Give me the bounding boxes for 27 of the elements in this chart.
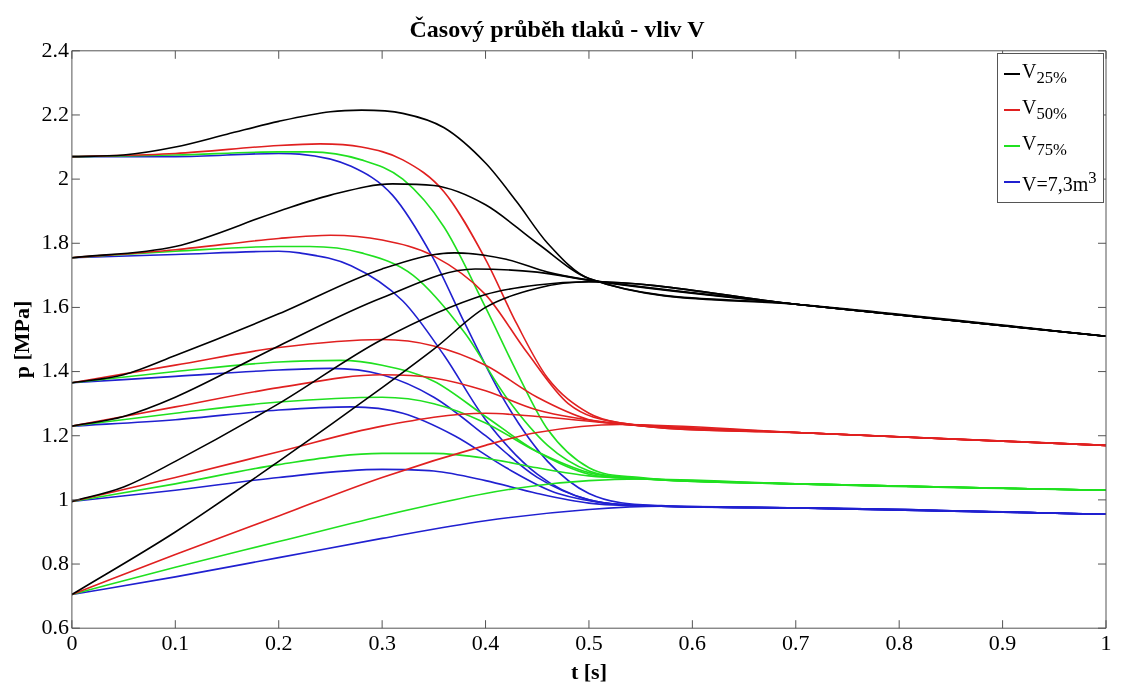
y-tick-label: 1.4 [41, 357, 69, 383]
chart-title: Časový průběh tlaků - vliv V [409, 15, 706, 42]
x-tick-label: 1 [1100, 630, 1112, 656]
x-tick-label: 0.6 [678, 630, 707, 656]
y-axis-title: p [MPa] [8, 300, 34, 379]
y-tick-label: 1.2 [41, 421, 69, 447]
x-tick-label: 0.3 [368, 630, 396, 656]
y-tick-label: 2 [57, 164, 69, 190]
x-tick-label: 0.7 [782, 630, 810, 656]
x-tick-label: 0.8 [885, 630, 913, 656]
x-tick-label: 0.9 [988, 630, 1017, 656]
y-tick-label: 1.8 [41, 229, 69, 255]
y-tick-label: 2.4 [41, 36, 69, 62]
x-axis-title: t [s] [570, 659, 607, 685]
y-tick-label: 0.8 [41, 549, 69, 575]
y-tick-label: 1 [57, 485, 69, 511]
legend-label: V$_{50%}$ [1022, 95, 1067, 124]
x-tick-label: 0.1 [161, 630, 190, 656]
y-tick-label: 2.2 [41, 100, 69, 126]
y-tick-label: 1.6 [41, 293, 69, 319]
legend-label: V=7,3m$^{3}$ [1022, 167, 1097, 196]
x-tick-label: 0.4 [471, 630, 500, 656]
x-tick-label: 0.2 [264, 630, 293, 656]
legend-label: V$_{25%}$ [1022, 59, 1067, 88]
x-tick-label: 0.5 [575, 630, 603, 656]
y-tick-label: 0.6 [41, 613, 69, 639]
legend-label: V$_{75%}$ [1022, 131, 1067, 160]
